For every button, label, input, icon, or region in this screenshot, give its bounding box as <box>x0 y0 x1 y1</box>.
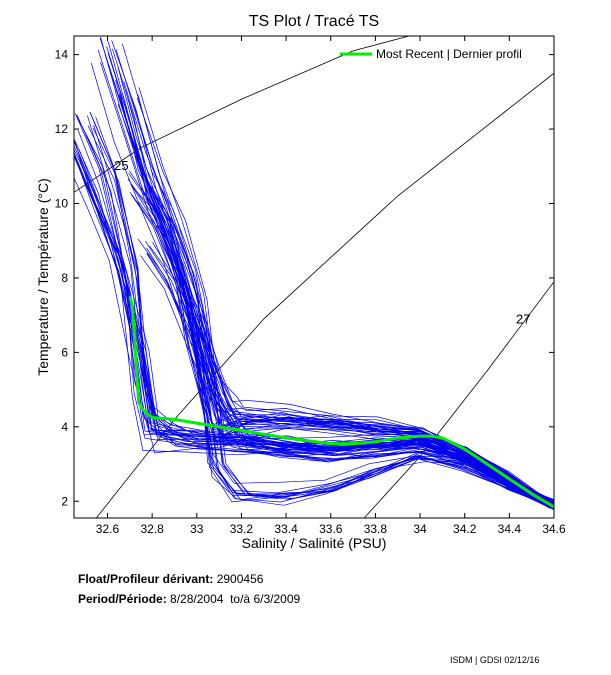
density-contours <box>74 36 554 518</box>
historical-profile-line <box>115 49 554 507</box>
x-tick-label: 33.2 <box>230 522 254 536</box>
x-tick-label: 34.4 <box>498 522 522 536</box>
density-contour-line <box>363 281 554 518</box>
period-info: Period/Période: 8/28/2004 to/à 6/3/2009 <box>78 592 300 606</box>
x-tick-label: 34.6 <box>542 522 566 536</box>
historical-profile-line <box>146 253 553 504</box>
y-tick-label: 12 <box>55 122 69 136</box>
period-label: Period/Période: <box>78 592 167 606</box>
x-axis-ticks: 32.6 32.8 33 33.2 33.4 33.6 33.8 34 34.2 34.4 34.6 <box>96 36 566 536</box>
historical-profiles <box>74 36 554 511</box>
x-axis-label: Salinity / Salinité (PSU) <box>242 535 387 551</box>
historical-profile-line <box>146 253 552 509</box>
y-tick-label: 10 <box>55 196 69 210</box>
density-contour-line <box>74 36 410 193</box>
plot-frame <box>73 35 555 519</box>
historical-profile-line <box>146 247 554 504</box>
recent-profile-line <box>128 296 554 509</box>
y-axis-label: Temperature / Température (°C) <box>35 178 51 376</box>
period-start: 8/28/2004 <box>170 592 224 606</box>
y-tick-label: 14 <box>55 48 69 62</box>
density-contour-line <box>95 72 554 518</box>
x-tick-label: 34 <box>413 522 427 536</box>
contour-label-25: 25 <box>114 158 128 173</box>
x-tick-label: 32.8 <box>140 522 164 536</box>
x-tick-label: 33.8 <box>364 522 388 536</box>
historical-profile-line <box>131 194 550 509</box>
x-tick-label: 32.6 <box>96 522 120 536</box>
most-recent-profile <box>128 296 554 509</box>
x-tick-label: 33.4 <box>274 522 298 536</box>
historical-profile-line <box>125 91 551 504</box>
historical-profile-line <box>90 62 553 509</box>
historical-profile-line <box>137 94 554 510</box>
legend-label: Most Recent | Dernier profil <box>376 47 522 61</box>
x-tick-label: 34.2 <box>453 522 477 536</box>
historical-profile-line <box>87 115 554 502</box>
x-tick-label: 33 <box>190 522 204 536</box>
y-tick-label: 8 <box>61 271 68 285</box>
historical-profile-line <box>131 185 553 510</box>
y-axis-ticks: 2 4 6 8 10 12 14 <box>55 48 554 508</box>
y-tick-label: 2 <box>61 494 68 508</box>
contour-labels: 25 27 <box>114 158 530 326</box>
float-id: 2900456 <box>216 572 264 586</box>
float-label: Float/Profileur dérivant: <box>78 572 214 586</box>
historical-profile-line <box>120 101 554 504</box>
chart-title: TS Plot / Tracé TS <box>249 13 379 30</box>
x-tick-label: 33.6 <box>319 522 343 536</box>
period-end: 6/3/2009 <box>253 592 301 606</box>
historical-profile-line <box>156 225 554 505</box>
float-info: Float/Profileur dérivant: 2900456 <box>78 572 263 586</box>
historical-profile-line <box>107 41 554 508</box>
historical-profile-line <box>145 240 554 506</box>
period-to: to/à <box>230 592 251 606</box>
historical-profile-line <box>100 61 554 505</box>
legend: Most Recent | Dernier profil <box>340 47 522 61</box>
contour-label-27: 27 <box>516 311 530 326</box>
credit-text: ISDM | GDSI 02/12/16 <box>450 655 540 665</box>
y-tick-label: 4 <box>61 420 68 434</box>
y-tick-label: 6 <box>61 345 68 359</box>
